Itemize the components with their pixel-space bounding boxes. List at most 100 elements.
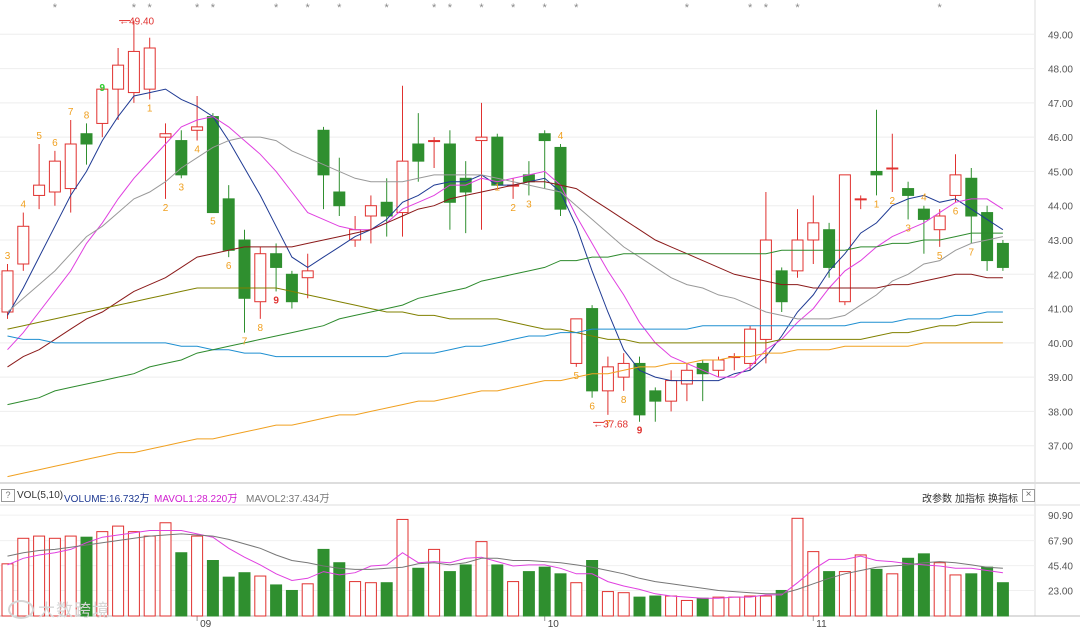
volume-bar xyxy=(254,575,267,617)
event-star-marker: * xyxy=(337,2,342,14)
candle-body xyxy=(254,253,267,303)
candle-body xyxy=(838,174,851,303)
price-tick-label: 42.00 xyxy=(1048,270,1073,281)
moving-average-line xyxy=(7,181,1003,368)
candle-body xyxy=(159,133,172,138)
event-star-marker: * xyxy=(195,2,200,14)
volume-bar xyxy=(728,596,741,617)
watermark-logo-icon xyxy=(8,600,34,619)
candle-body xyxy=(886,167,899,170)
candle-body xyxy=(428,140,441,143)
candle-body xyxy=(127,50,140,94)
mavol1-down-arrow-icon: ↓ xyxy=(233,490,238,501)
volume-bar xyxy=(949,574,962,617)
candle-body xyxy=(301,270,314,279)
candle-body xyxy=(759,239,772,340)
candle-body xyxy=(996,242,1009,268)
volume-bar xyxy=(902,557,915,617)
event-star-marker: * xyxy=(748,2,753,14)
volume-tick-label: 67.90 xyxy=(1048,537,1073,548)
event-star-marker: * xyxy=(385,2,390,14)
event-star-marker: * xyxy=(511,2,516,14)
mavol1-label: MAVOL1:28.220万 xyxy=(154,494,238,505)
date-axis-label: 09 xyxy=(200,619,212,630)
switch-indicator-button[interactable]: 换指标 xyxy=(988,494,1018,505)
volume-bar xyxy=(206,560,219,617)
price-tick-label: 38.00 xyxy=(1048,407,1073,418)
event-star-marker: * xyxy=(685,2,690,14)
sequence-counter-label: 2 xyxy=(510,203,516,214)
candle-body xyxy=(538,133,551,142)
volume-bar xyxy=(317,548,330,617)
volume-value-label: VOLUME:16.732万 xyxy=(64,494,150,505)
price-tick-label: 46.00 xyxy=(1048,133,1073,144)
candle-body xyxy=(64,143,77,190)
candle-body xyxy=(17,225,30,265)
volume-bar xyxy=(475,541,488,617)
volume-bar xyxy=(222,576,235,617)
candle-body xyxy=(317,129,330,176)
candle-body xyxy=(443,143,456,203)
date-axis-label: 11 xyxy=(816,619,827,630)
sequence-counter-label: 7 xyxy=(969,247,975,258)
volume-bar xyxy=(159,522,172,617)
candle-body xyxy=(206,116,219,214)
volume-bar xyxy=(285,589,298,617)
moving-average-line xyxy=(7,342,1003,478)
candle-body xyxy=(380,201,393,217)
candle-body xyxy=(191,126,204,131)
sequence-counter-label: 3 xyxy=(5,251,11,262)
candle-body xyxy=(712,359,725,371)
volume-bar xyxy=(48,537,61,617)
event-star-marker: * xyxy=(53,2,58,14)
event-star-marker: * xyxy=(148,2,153,14)
volume-tick-label: 45.40 xyxy=(1048,562,1073,573)
volume-indicator-header: ? VOL(5,10) VOLUME:16.732万 ↓ MAVOL1:28.2… xyxy=(0,487,1080,505)
sequence-counter-label: 3 xyxy=(526,199,532,210)
sequence-counter-label: 1 xyxy=(147,103,153,114)
volume-bar xyxy=(301,583,314,617)
volume-bar xyxy=(649,595,662,617)
candle-body xyxy=(949,174,962,196)
volume-bar xyxy=(712,596,725,617)
volume-bar xyxy=(491,564,504,617)
sequence-counter-label: 7 xyxy=(68,107,74,118)
volume-bar xyxy=(333,562,346,617)
volume-bar xyxy=(507,581,520,617)
volume-bar xyxy=(428,548,441,617)
help-icon[interactable]: ? xyxy=(1,489,15,502)
change-params-button[interactable]: 改参数 xyxy=(922,494,952,505)
volume-bar xyxy=(143,535,156,617)
volume-bar xyxy=(80,536,93,617)
candle-body xyxy=(965,177,978,217)
candle-body xyxy=(696,362,709,375)
volume-bar xyxy=(823,571,836,617)
volume-bar xyxy=(917,553,930,617)
watermark: 大数跨境 xyxy=(8,596,110,621)
volume-bar xyxy=(996,582,1009,617)
date-axis-label: 10 xyxy=(548,619,560,630)
candle-body xyxy=(902,188,915,196)
candle-body xyxy=(143,47,156,90)
candle-body xyxy=(917,208,930,220)
event-star-marker: * xyxy=(274,2,279,14)
candle-body xyxy=(238,239,251,299)
close-indicator-icon[interactable]: × xyxy=(1022,489,1035,502)
candle-body xyxy=(80,133,93,145)
sequence-counter-label: 4 xyxy=(558,131,564,142)
candle-body xyxy=(744,328,757,364)
sequence-counter-label: 5 xyxy=(36,131,42,142)
volume-down-arrow-icon: ↓ xyxy=(141,490,146,501)
event-star-marker: * xyxy=(448,2,453,14)
volume-bar xyxy=(586,560,599,617)
candle-body xyxy=(33,184,46,196)
candle-body xyxy=(270,253,283,268)
volume-bar xyxy=(933,562,946,617)
add-indicator-button[interactable]: 加指标 xyxy=(955,494,985,505)
candle-body xyxy=(633,362,646,416)
volume-bar xyxy=(696,597,709,617)
volume-bar xyxy=(570,582,583,617)
sequence-counter-label: 7 xyxy=(605,419,611,430)
